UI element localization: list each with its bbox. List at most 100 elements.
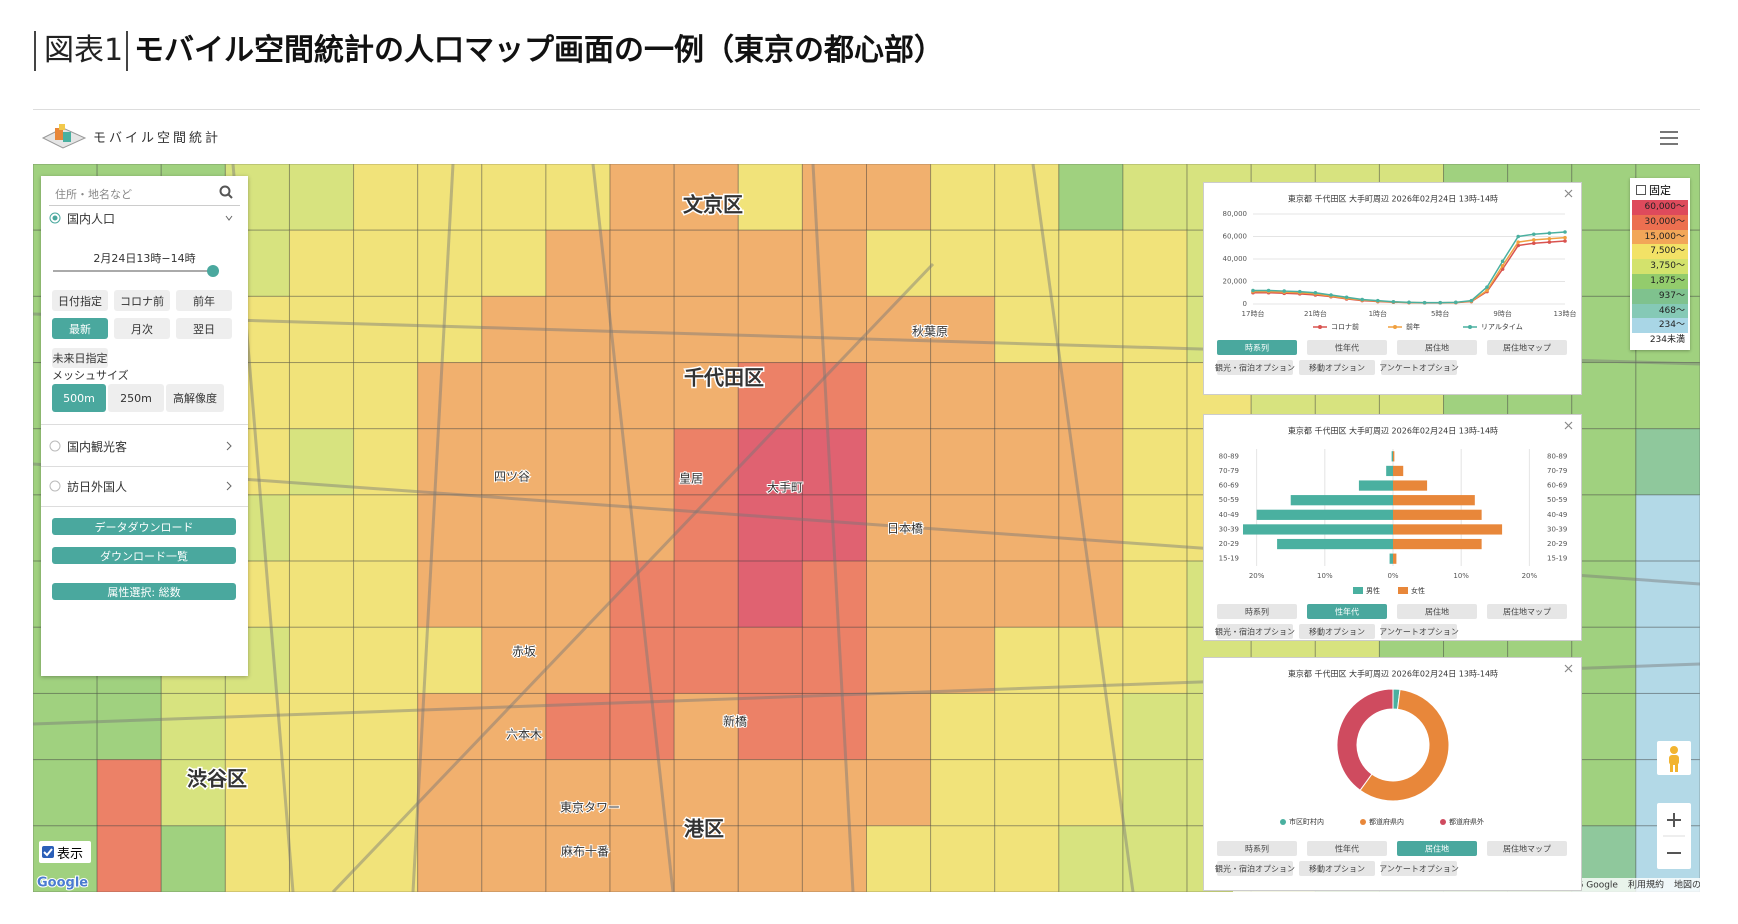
tab-button[interactable] — [1397, 340, 1477, 355]
chevron[interactable] — [225, 481, 233, 491]
close-button[interactable] — [1564, 189, 1573, 198]
tab-button[interactable] — [1217, 841, 1297, 856]
tab-label[interactable]: アンケートオプション — [1379, 628, 1459, 637]
option-button[interactable]: 属性選択: 総数 — [52, 583, 236, 600]
tab-button[interactable] — [1217, 861, 1293, 876]
tab-label[interactable]: 居住地マップ — [1503, 607, 1551, 617]
tab-label[interactable]: 性年代 — [1335, 844, 1359, 854]
tab-button[interactable] — [1397, 841, 1477, 856]
option-button[interactable]: 250m — [108, 384, 164, 412]
tab-label[interactable]: 居住地 — [1425, 844, 1449, 854]
tab-label[interactable]: 移動オプション — [1309, 363, 1365, 373]
tab-button[interactable] — [1487, 604, 1567, 619]
tab-label[interactable]: 観光・宿泊オプション — [1215, 864, 1295, 874]
tab-button[interactable] — [1299, 360, 1375, 375]
search-icon[interactable] — [219, 185, 233, 199]
tab-button[interactable] — [1217, 604, 1297, 619]
mesh-cell — [1635, 362, 1700, 430]
chevron[interactable] — [225, 213, 233, 223]
legend-item: 234～ — [1632, 318, 1688, 334]
tab-button[interactable] — [1217, 340, 1297, 355]
tab-button[interactable] — [1217, 360, 1293, 375]
mesh-cell — [353, 759, 419, 827]
tab-label[interactable]: 移動オプション — [1309, 627, 1365, 637]
checkbox[interactable] — [1636, 185, 1646, 195]
tab-label[interactable]: 時系列 — [1245, 343, 1269, 353]
tab-label[interactable]: 観光・宿泊オプション — [1215, 627, 1295, 637]
tab-label[interactable]: 移動オプション — [1309, 864, 1365, 874]
option-button[interactable]: ダウンロード一覧 — [52, 547, 236, 564]
tab-button[interactable] — [1487, 340, 1567, 355]
mesh-cell — [545, 295, 611, 364]
option-button[interactable]: 翌日 — [176, 318, 232, 339]
option-button[interactable]: 最新 — [52, 318, 108, 339]
mesh-cell — [673, 295, 739, 364]
tab-button[interactable] — [1397, 604, 1477, 619]
category-label[interactable]: 訪日外国人 — [67, 480, 128, 494]
radio[interactable] — [49, 440, 61, 452]
tab-button[interactable] — [1487, 841, 1567, 856]
place-label: 秋葉原 — [912, 325, 948, 339]
tab-label[interactable]: アンケートオプション — [1379, 364, 1459, 373]
tab-button[interactable] — [1299, 861, 1375, 876]
show-toggle[interactable]: 表示 — [39, 841, 91, 863]
footer-link[interactable]: 地図の誤りを報告する — [1674, 879, 1700, 891]
option-button[interactable]: 500m — [52, 384, 106, 412]
pyramid-bar — [1389, 553, 1393, 564]
tab-label[interactable]: 居住地マップ — [1503, 343, 1551, 353]
tab-label[interactable]: アンケートオプション — [1379, 865, 1459, 874]
option-button[interactable]: 未来日指定 — [52, 348, 108, 368]
mesh-cell — [1571, 428, 1637, 496]
mesh-cell — [481, 164, 547, 231]
option-button[interactable]: 前年 — [176, 290, 232, 311]
mesh-cell — [1058, 692, 1124, 761]
pyramid-bar — [1393, 480, 1428, 491]
tab-label[interactable]: 居住地 — [1425, 343, 1449, 353]
legend-fixed[interactable]: 固定 — [1649, 184, 1671, 197]
mesh-cell — [1122, 825, 1188, 892]
category-label[interactable]: 国内観光客 — [67, 440, 128, 454]
search-box[interactable]: 住所・地名など — [49, 180, 240, 206]
mesh-cell — [866, 825, 932, 892]
street-view-button[interactable] — [1657, 741, 1691, 775]
time-slider[interactable] — [51, 264, 221, 278]
series-point — [1547, 236, 1552, 241]
tab-label[interactable]: 性年代 — [1335, 607, 1359, 617]
tab-button[interactable] — [1381, 624, 1457, 639]
tab-label[interactable]: 時系列 — [1245, 844, 1269, 854]
mesh-cell — [866, 229, 932, 297]
chevron[interactable] — [225, 441, 233, 451]
zoom-control[interactable] — [1657, 803, 1691, 869]
series-point — [1547, 240, 1552, 244]
option-button[interactable]: コロナ前 — [114, 290, 170, 311]
tab-button[interactable] — [1307, 604, 1387, 619]
menu-button[interactable] — [1660, 130, 1680, 146]
radio[interactable] — [49, 212, 61, 224]
category-label[interactable]: 国内人口 — [67, 212, 116, 226]
tab-button[interactable] — [1217, 624, 1293, 639]
option-button[interactable]: 高解像度 — [166, 384, 224, 412]
tab-button[interactable] — [1307, 340, 1387, 355]
close-button[interactable] — [1564, 421, 1573, 430]
footer-link[interactable]: 利用規約 — [1628, 879, 1664, 891]
checkbox[interactable] — [42, 846, 54, 858]
tab-button[interactable] — [1381, 861, 1457, 876]
mesh-cell — [866, 428, 932, 496]
tab-button[interactable] — [1307, 841, 1387, 856]
tab-button[interactable] — [1381, 360, 1457, 375]
close-button[interactable] — [1564, 664, 1573, 673]
radio[interactable] — [49, 480, 61, 492]
panel-title: 東京都 千代田区 大手町周辺 2026年02月24日 13時-14時 — [1288, 194, 1498, 204]
tab-label[interactable]: 性年代 — [1335, 343, 1359, 353]
option-button[interactable]: データダウンロード — [52, 518, 236, 535]
tab-label[interactable]: 居住地 — [1425, 607, 1449, 617]
tab-button[interactable] — [1299, 624, 1375, 639]
tab-label[interactable]: 居住地マップ — [1503, 844, 1551, 854]
mesh-cell — [353, 494, 419, 562]
option-button[interactable]: 月次 — [114, 318, 170, 339]
tab-label[interactable]: 観光・宿泊オプション — [1215, 363, 1295, 373]
legend-item: 1,875～ — [1632, 274, 1688, 289]
tab-label[interactable]: 時系列 — [1245, 607, 1269, 617]
legend-item: 7,500～ — [1632, 244, 1688, 260]
option-button[interactable]: 日付指定 — [52, 290, 108, 311]
